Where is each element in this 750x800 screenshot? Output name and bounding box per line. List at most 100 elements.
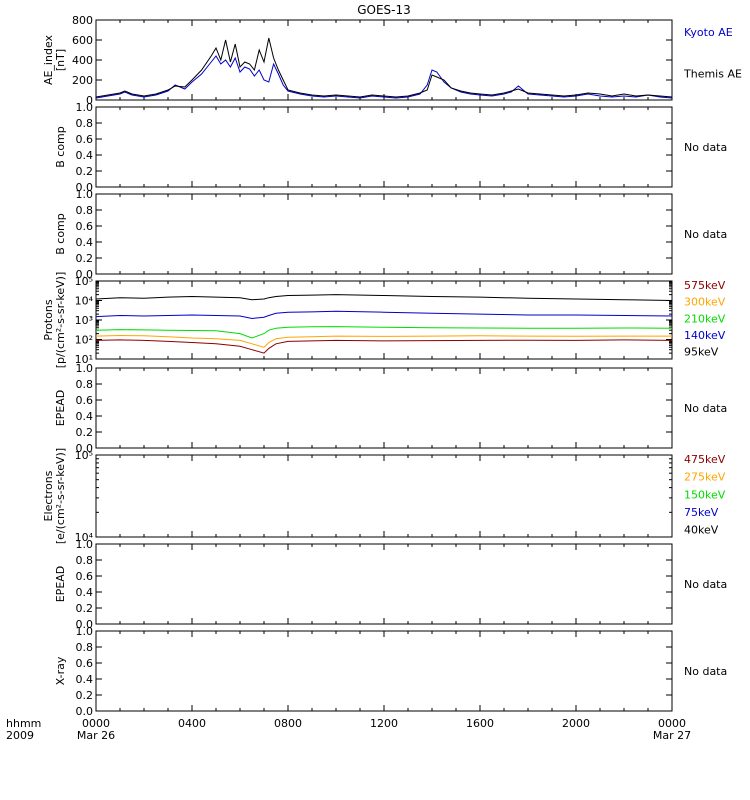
y-tick-label: 0.0 <box>76 705 94 718</box>
y-tick-label: 0.0 <box>76 181 94 194</box>
time-tick-label: 0400 <box>178 717 206 730</box>
time-tick-label: 1600 <box>466 717 494 730</box>
y-axis-label: B comp <box>54 126 67 168</box>
y-axis-label: B comp <box>54 213 67 255</box>
y-tick-label: 1.0 <box>76 101 94 114</box>
series-line-140kev <box>95 310 673 320</box>
panel-5: 0.0 0.2 0.4 0.6 0.8 1.0 EPEAD No data <box>54 362 727 455</box>
time-date-label: Mar 27 <box>653 729 691 742</box>
panel-frame <box>95 543 673 625</box>
time-tick-label: 0000 <box>658 717 686 730</box>
y-tick-label: 0.8 <box>76 554 94 567</box>
no-data-label: No data <box>684 665 727 678</box>
y-tick-label: 0.6 <box>76 394 94 407</box>
time-corner-label: hhmm <box>6 717 41 730</box>
legend-entry: 210keV <box>684 312 726 325</box>
y-tick-label: 0.2 <box>76 602 94 615</box>
panel-1: 0 200 400 600 800 AE_index [nT] Kyoto AE Themis … <box>42 14 742 107</box>
series-line-kyoto-ae <box>95 55 673 99</box>
y-tick-label: 0.2 <box>76 426 94 439</box>
y-tick-label: 10¹ <box>75 353 93 366</box>
series-line-210kev <box>95 326 673 339</box>
y-tick-label: 0.2 <box>76 165 94 178</box>
y-tick-label: 1.0 <box>76 625 94 638</box>
y-tick-label: 0.6 <box>76 133 94 146</box>
time-tick-label: 2000 <box>562 717 590 730</box>
series-line-300kev <box>95 334 672 348</box>
series-line-themis-ae <box>95 37 673 98</box>
legend-entry: 300keV <box>684 296 726 309</box>
y-tick-label: 1.0 <box>76 362 94 375</box>
y-tick-label: 800 <box>72 14 93 27</box>
y-tick-label: 0.4 <box>76 149 94 162</box>
figure-title: GOES-13 <box>357 3 411 17</box>
panel-2: 0.0 0.2 0.4 0.6 0.8 1.0 B comp No data <box>54 101 727 194</box>
y-axis-label: EPEAD <box>54 390 67 427</box>
y-tick-label: 0.2 <box>76 689 94 702</box>
y-tick-label: 0.6 <box>76 657 94 670</box>
y-tick-label: 0.0 <box>76 268 94 281</box>
legend-entry: 140keV <box>684 329 726 342</box>
y-tick-label: 0.0 <box>76 442 94 455</box>
panel-frame <box>95 454 673 538</box>
y-tick-label: 600 <box>72 34 93 47</box>
panel-frame <box>95 280 673 360</box>
legend-entry: 40keV <box>684 524 719 537</box>
time-tick-label: 1200 <box>370 717 398 730</box>
y-tick-label: 0 <box>86 94 93 107</box>
y-tick-label: 0.4 <box>76 586 94 599</box>
legend-entry: Themis AE <box>683 68 742 81</box>
no-data-label: No data <box>684 578 727 591</box>
y-axis-label: [p/(cm²-s-sr-keV)] <box>54 272 67 369</box>
legend-entry: 275keV <box>684 471 726 484</box>
legend-entry: 575keV <box>684 279 726 292</box>
y-tick-label: 0.8 <box>76 204 94 217</box>
y-axis-label: Electrons <box>42 470 55 521</box>
y-tick-label: 1.0 <box>76 538 94 551</box>
series-line-95kev <box>95 294 673 301</box>
panel-frame <box>95 630 673 712</box>
y-tick-label: 0.0 <box>76 618 94 631</box>
panel-4: 10¹ 10² 10³ 10⁴ 10⁵ Protons [p/(cm²-s-sr-keV)]… <box>42 272 726 369</box>
y-axis-label: X-ray <box>54 656 67 685</box>
legend-entry: 475keV <box>684 453 726 466</box>
y-axis-label: AE_index <box>42 34 55 85</box>
y-tick-label: 0.8 <box>76 378 94 391</box>
y-tick-label: 10⁵ <box>75 275 93 288</box>
y-tick-label: 0.8 <box>76 117 94 130</box>
time-corner-label: 2009 <box>6 729 34 742</box>
y-tick-label: 0.2 <box>76 252 94 265</box>
y-tick-label: 0.4 <box>76 236 94 249</box>
panel-6: 10⁴ 10⁵ Electrons [e/(cm²-s-sr-keV)] 475keV 2… <box>42 448 726 544</box>
legend-entry: Kyoto AE <box>684 26 733 39</box>
panel-8: 0.0 0.2 0.4 0.6 0.8 1.0 X-ray No data <box>54 625 727 718</box>
panel-frame <box>95 106 673 188</box>
no-data-label: No data <box>684 228 727 241</box>
y-tick-label: 10² <box>75 334 93 347</box>
y-tick-label: 0.8 <box>76 641 94 654</box>
panel-3: 0.0 0.2 0.4 0.6 0.8 1.0 B comp No data <box>54 188 727 281</box>
panels: 0 200 400 600 800 AE_index [nT] Kyoto AE Themis … <box>42 14 742 718</box>
y-tick-label: 0.4 <box>76 673 94 686</box>
no-data-label: No data <box>684 141 727 154</box>
y-tick-label: 0.4 <box>76 410 94 423</box>
panel-frame <box>95 367 673 449</box>
y-tick-label: 10⁵ <box>75 449 93 462</box>
y-axis-label: [e/(cm²-s-sr-keV)] <box>54 448 67 544</box>
y-tick-label: 400 <box>72 54 93 67</box>
y-tick-label: 0.6 <box>76 570 94 583</box>
panel-frame <box>95 193 673 275</box>
time-tick-label: 0800 <box>274 717 302 730</box>
time-tick-label: 0000 <box>82 717 110 730</box>
y-tick-label: 1.0 <box>76 188 94 201</box>
no-data-label: No data <box>684 402 727 415</box>
time-date-label: Mar 26 <box>77 729 115 742</box>
y-tick-label: 10⁴ <box>75 531 94 544</box>
series-line-575kev <box>95 339 673 354</box>
legend-entry: 150keV <box>684 488 726 501</box>
y-axis-label: EPEAD <box>54 566 67 603</box>
y-axis-label: [nT] <box>54 49 67 71</box>
panel-7: 0.0 0.2 0.4 0.6 0.8 1.0 EPEAD No data <box>54 538 727 631</box>
y-tick-label: 10⁴ <box>75 295 94 308</box>
